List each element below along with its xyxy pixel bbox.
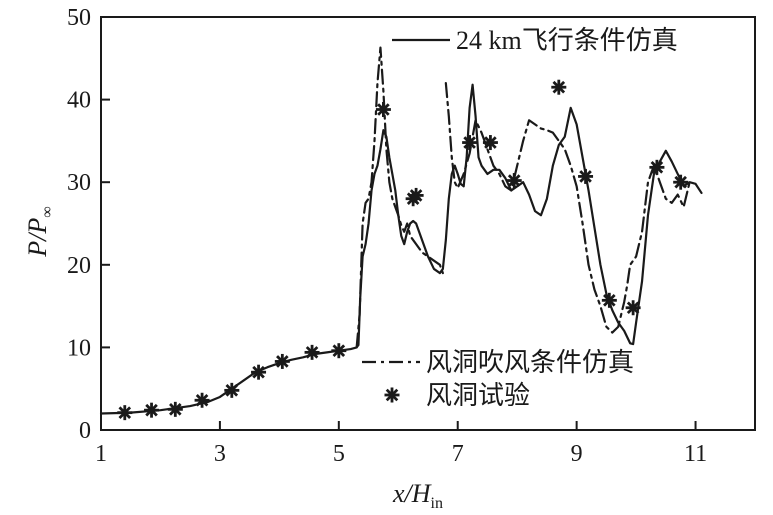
legend-entry: 24 km飞行条件仿真 — [392, 26, 678, 55]
series-2-point — [578, 168, 594, 184]
series-2-point — [274, 353, 290, 369]
series-1-line — [444, 81, 691, 334]
legend-entry: 风洞吹风条件仿真 — [362, 348, 634, 377]
series-2-point — [408, 187, 424, 203]
x-axis-title: x/Hin — [392, 479, 443, 512]
series-2-point — [224, 382, 240, 398]
plot-frame — [100, 16, 756, 431]
series-2-point — [117, 405, 133, 421]
series-2-point — [649, 159, 665, 175]
series-2-point — [551, 79, 567, 95]
axis-titles: x/Hin P/P∞ — [23, 206, 443, 512]
y-tick-label: 20 — [67, 253, 91, 279]
plot-area — [99, 46, 703, 421]
y-tick-label: 50 — [67, 5, 91, 31]
legend-marker — [384, 387, 400, 403]
x-tick-label: 11 — [684, 441, 707, 467]
legend-label: 风洞吹风条件仿真 — [426, 348, 634, 377]
series-2-point — [304, 344, 320, 360]
series-2-point — [506, 173, 522, 189]
x-tick-label: 5 — [333, 441, 345, 467]
legend-label: 风洞试验 — [426, 381, 530, 410]
series-2-point — [331, 343, 347, 359]
series-2-point — [375, 102, 391, 118]
legend-entry: 风洞试验 — [384, 381, 530, 410]
x-tick-label: 3 — [214, 441, 226, 467]
series-2-point — [601, 292, 617, 308]
axes: 1 3 5 7 9 11 0 10 20 30 40 50 — [67, 5, 756, 467]
x-tick-label: 1 — [95, 441, 107, 467]
series-2-point — [625, 300, 641, 316]
series-2-point — [673, 174, 689, 190]
y-tick-label: 0 — [79, 418, 91, 444]
y-tick-label: 30 — [67, 170, 91, 196]
y-axis-title: P/P∞ — [23, 206, 56, 257]
x-tick-label: 9 — [571, 441, 583, 467]
series-2-point — [144, 402, 160, 418]
series-2-point — [482, 135, 498, 151]
y-tick-label: 10 — [67, 335, 91, 361]
x-tick-label: 7 — [452, 441, 464, 467]
series-2-point — [251, 364, 267, 380]
series-2-point — [462, 135, 478, 151]
y-tick-label: 40 — [67, 88, 91, 114]
legend-label: 24 km飞行条件仿真 — [456, 26, 678, 55]
series-1-line — [355, 46, 444, 349]
series-2-point — [194, 392, 210, 408]
series-2-point — [167, 401, 183, 417]
